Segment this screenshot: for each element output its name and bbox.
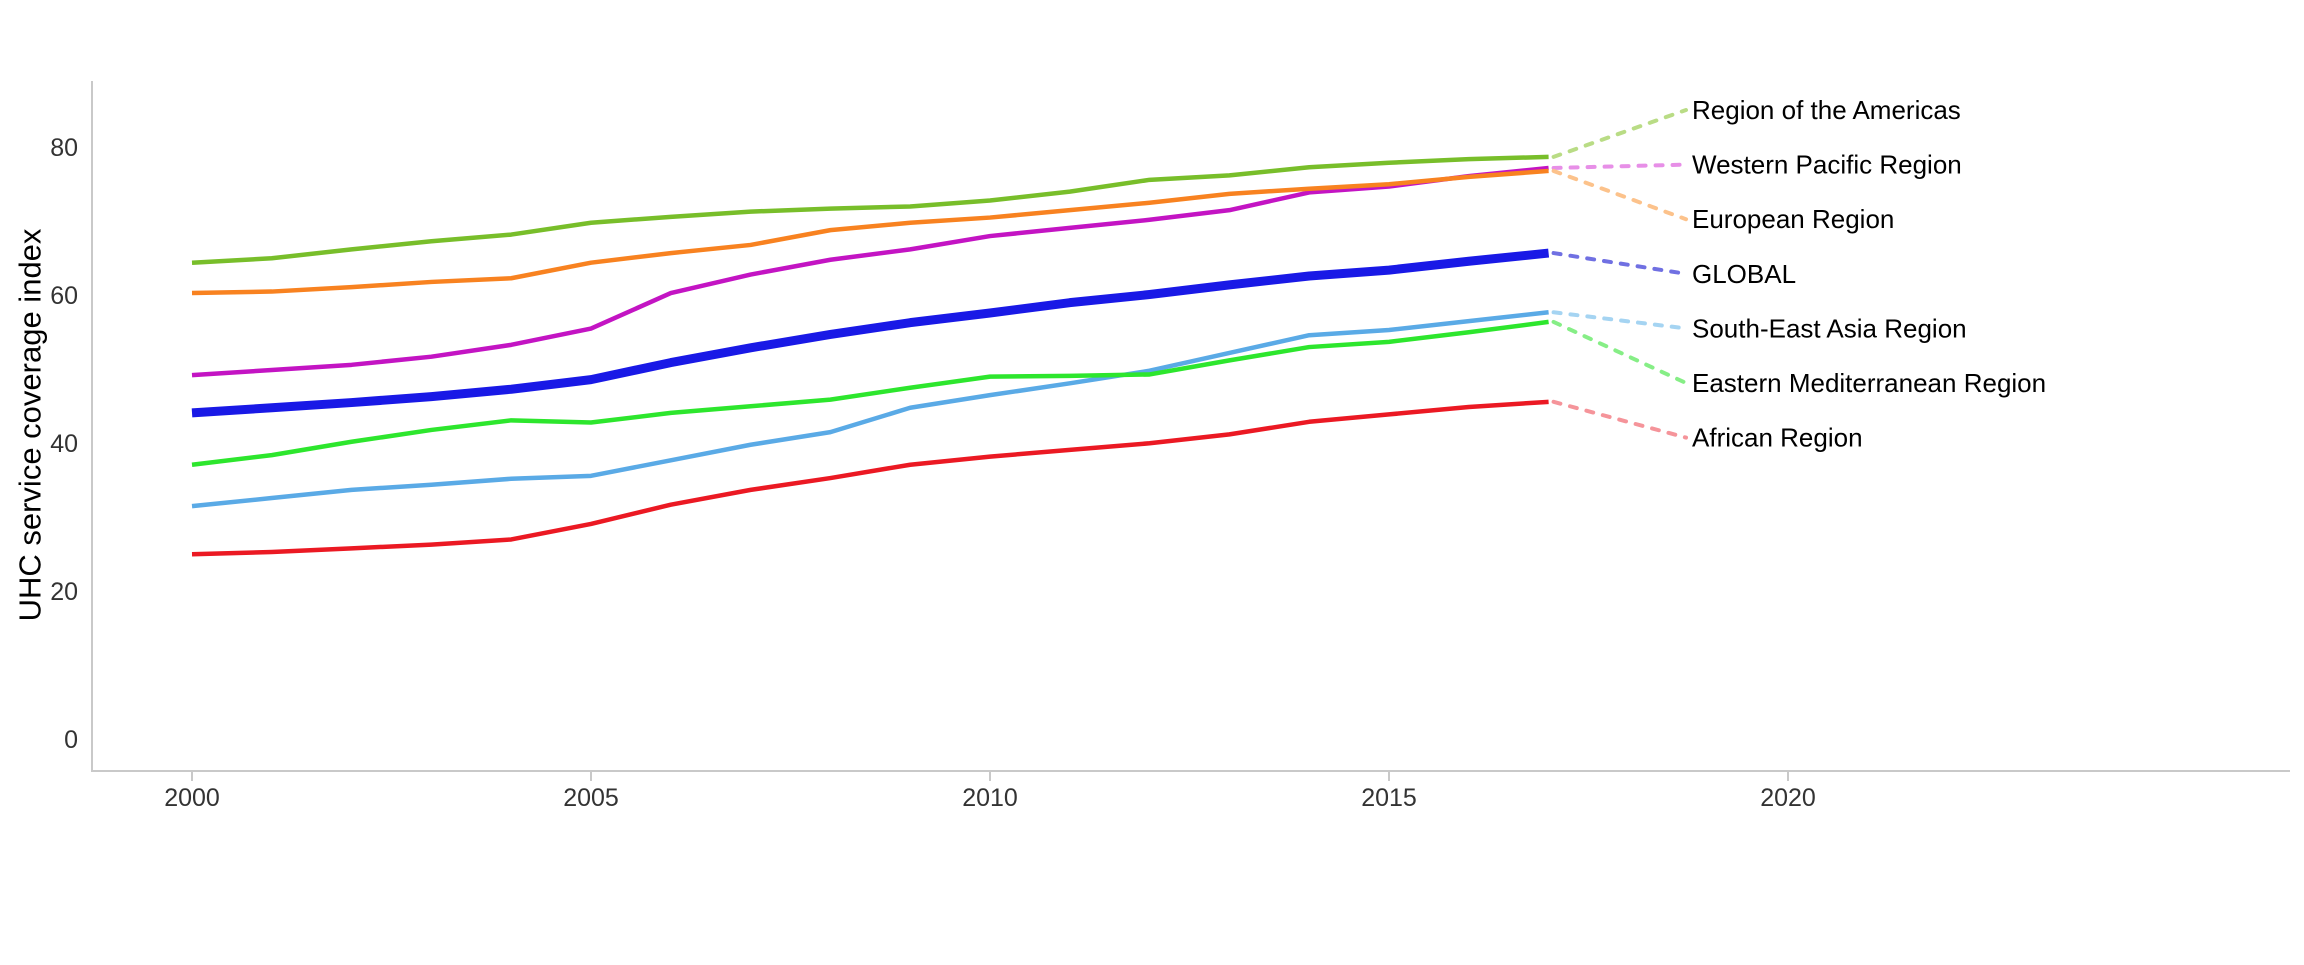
x-tick-label-2000: 2000 [164,784,220,812]
y-axis-ticks: 0 20 40 60 80 [50,134,78,754]
leader-line-african-region [1551,399,1688,440]
x-tick-label-2015: 2015 [1361,784,1417,812]
x-tick-label-2005: 2005 [563,784,619,812]
x-axis-ticks: 2000 2005 2010 2015 2020 [164,771,1816,812]
x-tick-label-2020: 2020 [1760,784,1816,812]
y-tick-label-80: 80 [50,134,78,162]
series-line-region-of-the-americas [191,154,1549,265]
y-axis-title: UHC service coverage index [13,228,48,621]
legend-labels: Region of the Americas Western Pacific Re… [1692,95,2046,453]
legend-label-eastern-mediterranean-region: Eastern Mediterranean Region [1692,368,2046,398]
y-tick-label-40: 40 [50,430,78,458]
leader-line-european-region [1551,168,1688,222]
legend-label-global: GLOBAL [1692,259,1796,289]
legend-label-western-pacific-region: Western Pacific Region [1692,150,1962,180]
series-lines [191,154,1550,557]
series-line-european-region [191,168,1549,296]
series-line-african-region [191,399,1549,557]
series-line-south-east-asia-region [191,310,1549,509]
legend-label-south-east-asia-region: South-East Asia Region [1692,313,1967,343]
leader-line-global [1551,251,1688,276]
y-tick-label-60: 60 [50,282,78,310]
series-line-global [191,248,1550,418]
legend-label-european-region: European Region [1692,204,1894,234]
legend-leader-lines [1551,108,1688,440]
y-tick-label-0: 0 [64,726,78,754]
legend-label-region-of-the-americas: Region of the Americas [1692,95,1961,125]
x-tick-label-2010: 2010 [962,784,1018,812]
leader-line-eastern-mediterranean-region [1551,319,1688,385]
series-line-western-pacific-region [191,165,1549,378]
leader-line-south-east-asia-region [1551,310,1688,331]
series-line-eastern-mediterranean-region [191,319,1549,467]
leader-line-western-pacific-region [1551,162,1688,170]
y-tick-label-20: 20 [50,578,78,606]
leader-line-region-of-the-americas [1551,108,1688,159]
legend-label-african-region: African Region [1692,423,1863,453]
